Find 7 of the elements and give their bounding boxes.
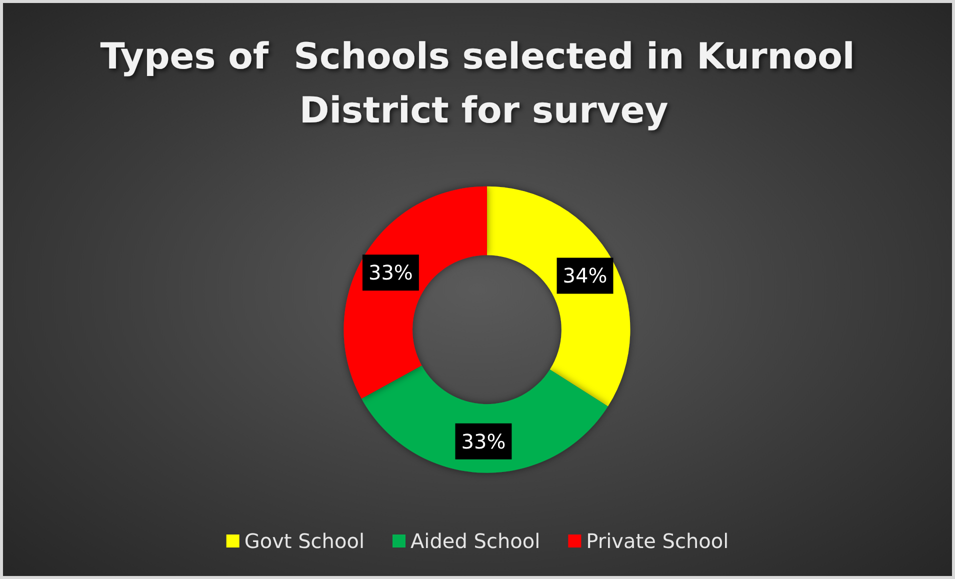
legend-label: Govt School	[244, 529, 365, 553]
data-label: 34%	[562, 264, 608, 288]
legend-label: Aided School	[410, 529, 540, 553]
data-label: 33%	[461, 429, 506, 454]
data-label: 33%	[368, 260, 413, 285]
legend-label: Private School	[586, 529, 729, 553]
chart-title: Types of Schools selected in Kurnool District for survey	[100, 36, 855, 132]
